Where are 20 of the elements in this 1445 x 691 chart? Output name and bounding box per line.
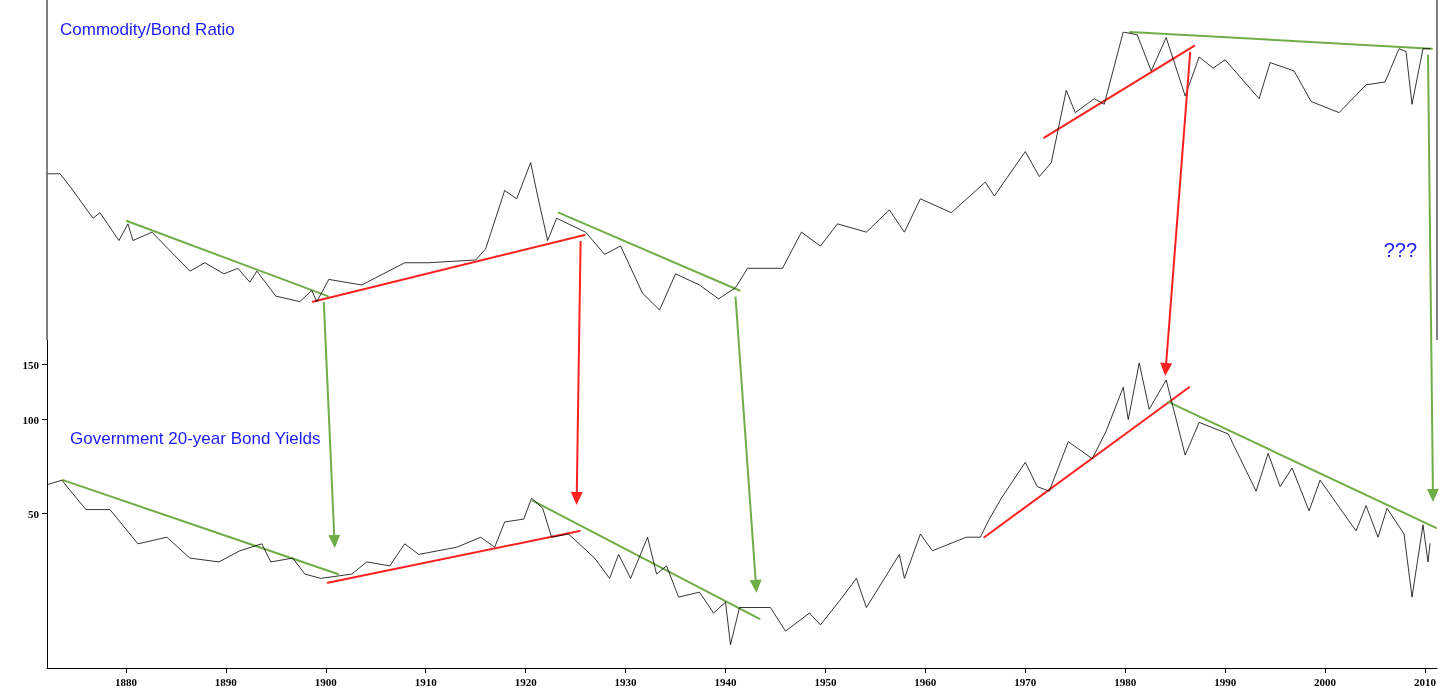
x-tick-label: 2010: [1414, 675, 1437, 688]
x-tick-label: 1920: [514, 675, 538, 688]
x-tick-label: 1900: [314, 675, 338, 688]
x-tick-label: 1890: [214, 675, 238, 688]
x-tick-label: 1990: [1214, 675, 1237, 688]
annotation: ???: [1383, 239, 1418, 261]
x-tick-label: 1950: [814, 675, 837, 688]
x-tick-label: 1970: [1014, 675, 1037, 688]
x-tick-label: 1880: [114, 675, 138, 688]
text: Government 20-year Bond Yields: [70, 429, 321, 448]
x-tick-label: 1910: [414, 675, 438, 688]
y-tick-label: 100: [22, 413, 40, 426]
x-tick-label: 1930: [614, 675, 638, 688]
x-tick-label: 1940: [714, 675, 738, 688]
x-tick-label: 2000: [1314, 675, 1337, 688]
chart-title: Commodity/Bond Ratio: [60, 20, 235, 39]
x-tick-label: 1960: [914, 675, 937, 688]
y-tick-label: 150: [22, 358, 40, 371]
y-tick-label: 50: [28, 507, 40, 520]
x-tick-label: 1980: [1114, 675, 1137, 688]
